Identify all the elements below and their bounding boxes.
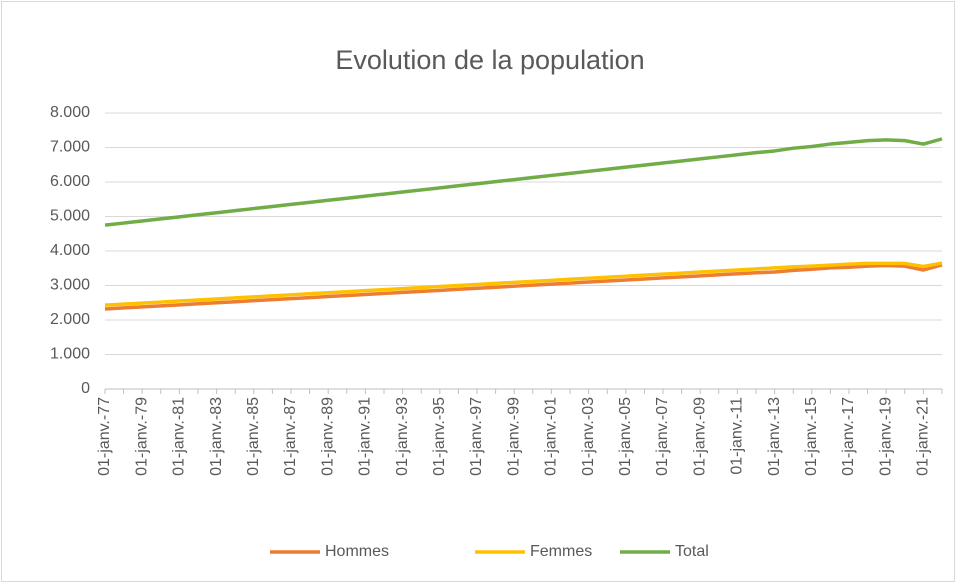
legend-label: Total: [675, 543, 709, 560]
x-tick-label: 01-janv.-79: [133, 397, 150, 476]
x-tick-label: 01-janv.-05: [617, 397, 634, 476]
x-tick-label: 01-janv.-15: [803, 397, 820, 476]
x-tick-label: 01-janv.-81: [171, 397, 188, 476]
series-line: [104, 261, 943, 307]
series-line: [104, 137, 943, 227]
x-tick-label: 01-janv.-09: [691, 397, 708, 476]
legend-label: Femmes: [530, 543, 592, 560]
x-tick-label: 01-janv.-01: [543, 397, 560, 476]
x-tick-label: 01-janv.-77: [96, 397, 113, 476]
x-tick-label: 01-janv.-03: [580, 397, 597, 476]
x-tick-label: 01-janv.-07: [654, 397, 671, 476]
y-tick-label: 6.000: [50, 173, 90, 190]
x-tick-label: 01-janv.-91: [357, 397, 374, 476]
x-tick-label: 01-janv.-97: [468, 397, 485, 476]
x-tick-label: 01-janv.-89: [319, 397, 336, 476]
x-tick-label: 01-janv.-21: [915, 397, 932, 476]
x-tick-label: 01-janv.-93: [394, 397, 411, 476]
x-tick-label: 01-janv.-19: [877, 397, 894, 476]
y-tick-label: 3.000: [50, 277, 90, 294]
x-tick-label: 01-janv.-11: [729, 397, 746, 475]
x-tick-label: 01-janv.-85: [245, 397, 262, 476]
y-tick-label: 1.000: [50, 346, 90, 363]
series-line: [104, 263, 943, 311]
legend-label: Hommes: [325, 543, 389, 560]
x-tick-label: 01-janv.-17: [840, 397, 857, 476]
x-tick-label: 01-janv.-13: [766, 397, 783, 476]
chart-title: Evolution de la population: [335, 45, 644, 75]
y-tick-label: 2.000: [50, 311, 90, 328]
y-tick-label: 4.000: [50, 242, 90, 259]
x-tick-label: 01-janv.-99: [505, 397, 522, 476]
x-tick-label: 01-janv.-83: [208, 397, 225, 476]
x-tick-label: 01-janv.-95: [431, 397, 448, 476]
x-tick-label: 01-janv.-87: [282, 397, 299, 476]
y-tick-label: 5.000: [50, 208, 90, 225]
y-tick-label: 8.000: [50, 104, 90, 121]
y-tick-label: 0: [81, 380, 90, 397]
y-tick-label: 7.000: [50, 139, 90, 156]
